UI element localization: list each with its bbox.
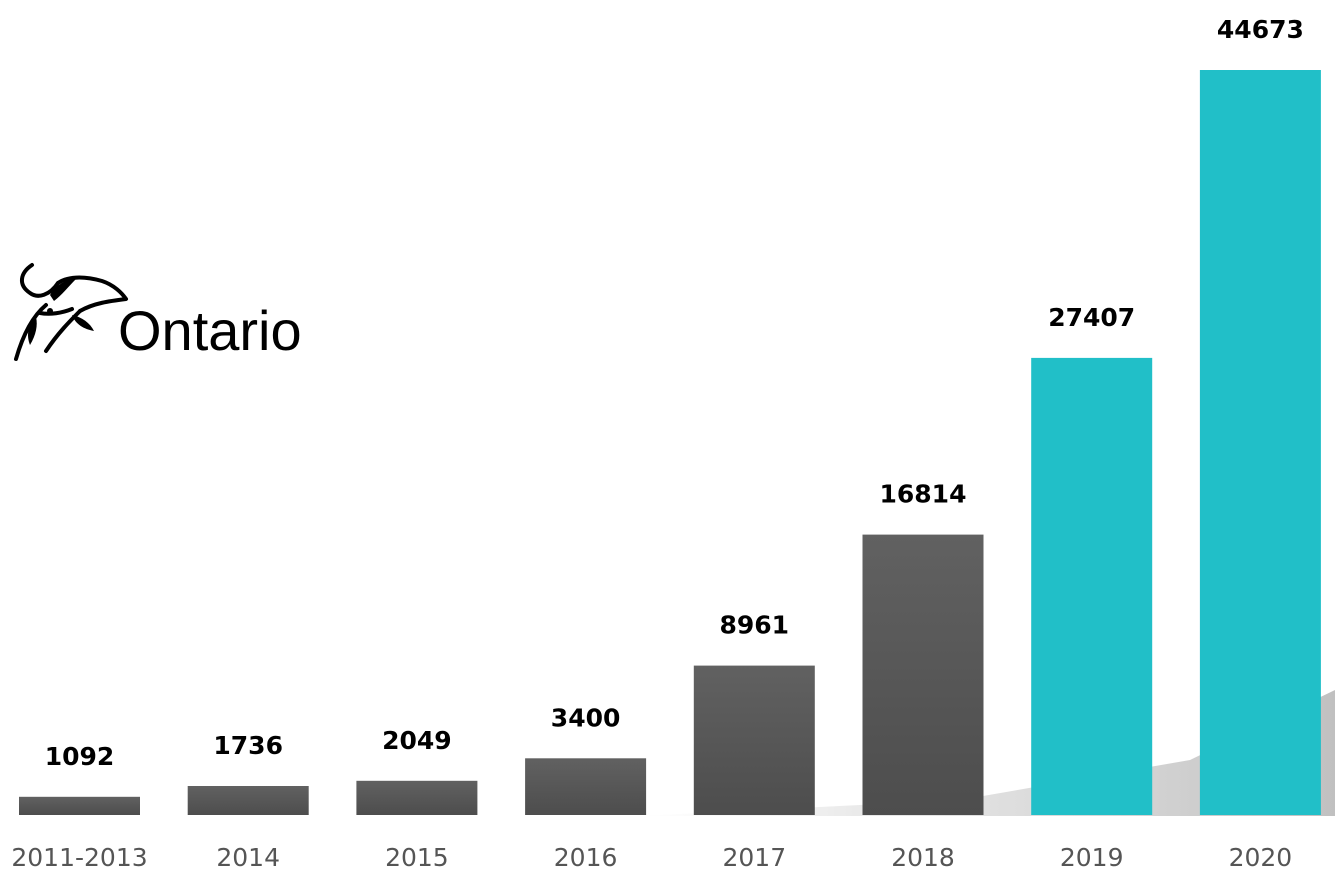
tick-label-2019: 2019 <box>1060 843 1124 870</box>
bars-group <box>19 70 1321 815</box>
bar-2011-2013 <box>19 796 140 815</box>
tick-label-2014: 2014 <box>216 843 280 870</box>
bar-2015 <box>356 780 478 815</box>
value-label-2016: 3400 <box>551 703 621 732</box>
value-label-2014: 1736 <box>213 731 283 760</box>
bar-2017 <box>693 665 815 815</box>
trillium-icon <box>14 263 128 361</box>
bar-2020 <box>1199 70 1321 815</box>
value-label-2015: 2049 <box>382 726 452 755</box>
bar-2016 <box>525 758 647 815</box>
value-label-2011-2013: 1092 <box>45 742 115 771</box>
value-label-2017: 8961 <box>720 611 790 640</box>
tick-label-2020: 2020 <box>1229 843 1293 870</box>
logo-text: Ontario <box>118 299 302 362</box>
value-label-2019: 27407 <box>1048 303 1135 332</box>
tick-label-2016: 2016 <box>554 843 618 870</box>
value-label-2018: 16814 <box>880 480 967 509</box>
x-axis-tick-labels: 2011-2013 2014 2015 2016 2017 2018 2019 2020 <box>11 843 1292 870</box>
bar-2014 <box>187 786 309 815</box>
bar-2018 <box>862 534 984 815</box>
tick-label-2018: 2018 <box>891 843 955 870</box>
tick-label-2015: 2015 <box>385 843 449 870</box>
bar-2019 <box>1031 357 1153 815</box>
tick-label-2011-2013: 2011-2013 <box>11 843 147 870</box>
bar-shadow <box>640 690 1335 816</box>
tick-label-2017: 2017 <box>722 843 786 870</box>
value-labels-group: 1092 1736 2049 3400 8961 16814 27407 44673 <box>45 15 1304 771</box>
value-label-2020: 44673 <box>1217 15 1304 44</box>
